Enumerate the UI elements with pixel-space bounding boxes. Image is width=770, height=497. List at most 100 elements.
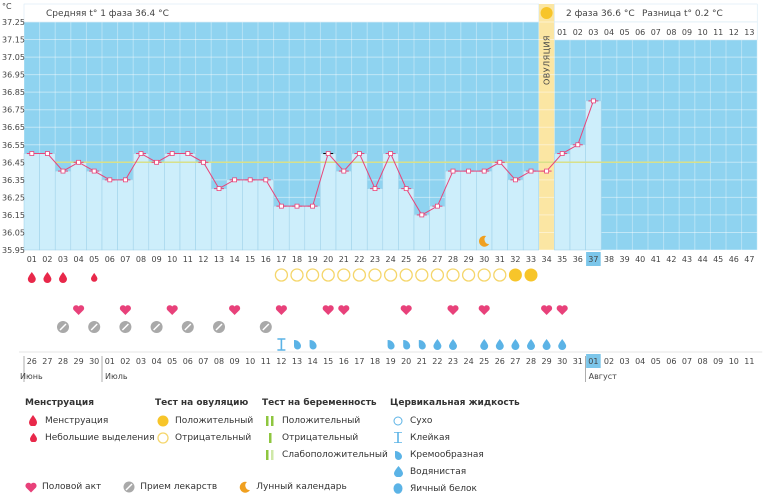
calendar-date-label: 27 (42, 357, 52, 366)
phase2-day-label: 04 (604, 28, 614, 37)
cycle-day-label: 47 (744, 255, 754, 264)
ovulation-test-negative-icon (461, 268, 476, 282)
legend-label: Кремообразная (410, 449, 484, 460)
temperature-point (107, 177, 113, 183)
heart-icon (400, 305, 412, 315)
temperature-point (185, 151, 191, 156)
y-tick-label: 37.05 (2, 53, 25, 62)
temperature-point (278, 203, 284, 209)
temperature-bar (429, 205, 446, 251)
temperature-bar (179, 153, 196, 251)
temperature-point (76, 159, 81, 165)
phase2-day-label: 02 (573, 28, 583, 37)
calendar-date-label: 01 (105, 357, 115, 366)
calendar-date-label: 08 (214, 357, 224, 366)
temperature-point (247, 177, 253, 183)
phase2-day-label: 03 (588, 28, 598, 37)
temperature-bar (257, 179, 274, 251)
cycle-day-label: 24 (386, 255, 396, 264)
cycle-day-label: 17 (276, 255, 286, 264)
cycle-day-label: 08 (136, 255, 146, 264)
legend-title: Тест на овуляцию (155, 398, 249, 408)
y-tick-label: 36.35 (2, 176, 25, 185)
temperature-bar (86, 170, 103, 251)
cycle-day-label: 02 (42, 255, 52, 264)
calendar-date-label: 13 (292, 357, 302, 366)
temperature-bar (273, 205, 290, 251)
cycle-day-label: 43 (682, 255, 692, 264)
pill-icon (123, 481, 135, 493)
legend-label: Яичный белок (410, 483, 477, 494)
calendar-date-label: 17 (354, 357, 364, 366)
calendar-date-label: 20 (401, 357, 411, 366)
temperature-point (559, 151, 565, 156)
pill-icon-stripe (59, 323, 67, 331)
heart-icon (541, 305, 553, 315)
temperature-bar (304, 205, 321, 251)
calendar-date-label: 02 (604, 357, 614, 366)
cycle-day-label: 46 (729, 255, 739, 264)
menstruation-drop-icon (27, 272, 36, 283)
temperature-bar (164, 153, 181, 251)
temperature-bar (382, 153, 399, 251)
calendar-date-label: 30 (89, 357, 99, 366)
calendar-date-label: 08 (698, 357, 708, 366)
calendar-date-label: 27 (510, 357, 520, 366)
calendar-date-label: 21 (417, 357, 427, 366)
pill-icon-stripe (153, 323, 161, 331)
ovulation-test-negative-icon (337, 268, 351, 282)
ovulation-test-positive-icon (508, 268, 522, 282)
cycle-day-label: 30 (479, 255, 489, 264)
calendar-date-label: 07 (198, 357, 208, 366)
ovulation-test-negative-icon (290, 268, 304, 282)
watery-fluid-icon (433, 339, 442, 350)
cycle-day-label: 39 (620, 255, 630, 264)
cycle-day-label: 26 (417, 255, 427, 264)
ovulation-test-negative-icon (415, 268, 429, 282)
pill-icon-stripe (121, 323, 129, 331)
cycle-day-label: 20 (323, 255, 333, 264)
cycle-day-label: 07 (120, 255, 130, 264)
temperature-bar (54, 170, 72, 251)
temperature-bar (226, 179, 243, 251)
ovulation-test-negative-icon (321, 268, 335, 282)
cycle-day-label: 19 (308, 255, 318, 264)
creamy-fluid-icon (418, 340, 426, 350)
y-tick-label: 36.95 (2, 71, 25, 80)
filled-circle-icon (155, 415, 171, 427)
calendar-date-label: 28 (526, 357, 536, 366)
empty-circle-icon (155, 431, 171, 444)
temperature-point (200, 159, 206, 165)
legend-label: Отрицательный (282, 432, 359, 443)
temperature-bar (70, 162, 87, 251)
calendar-date-label: 16 (339, 357, 349, 366)
temperature-point (403, 186, 409, 192)
temperature-point (372, 186, 378, 192)
temperature-point (419, 212, 425, 218)
month-label: Июль (105, 372, 128, 381)
calendar-date-label: 09 (230, 357, 240, 366)
legend-label: Слабоположительный (282, 449, 388, 460)
pill-icon-stripe (90, 323, 98, 331)
cycle-day-label: 33 (526, 255, 536, 264)
ovulation-test-negative-icon (399, 268, 413, 282)
temperature-point (388, 151, 394, 156)
y-tick-label: 37.15 (2, 36, 25, 45)
temperature-point (216, 186, 222, 192)
cycle-day-label: 21 (339, 255, 349, 264)
pill-icon-stripe (215, 323, 223, 331)
pill-icon-stripe (184, 323, 192, 331)
legend-label: Лунный календарь (256, 482, 347, 492)
legend-label: Небольшие выделения (45, 432, 155, 443)
ovulation-test-negative-icon (352, 268, 367, 282)
creamy-fluid-icon (309, 340, 317, 350)
cycle-day-label: 18 (292, 255, 302, 264)
cycle-day-label: 25 (401, 255, 411, 264)
heart-icon (25, 482, 37, 492)
y-unit-label: °C (2, 2, 12, 11)
temperature-point (263, 177, 269, 183)
y-tick-label: 37.25 (2, 18, 25, 27)
y-tick-label: 36.45 (2, 158, 25, 167)
cycle-day-label: 04 (74, 255, 84, 264)
